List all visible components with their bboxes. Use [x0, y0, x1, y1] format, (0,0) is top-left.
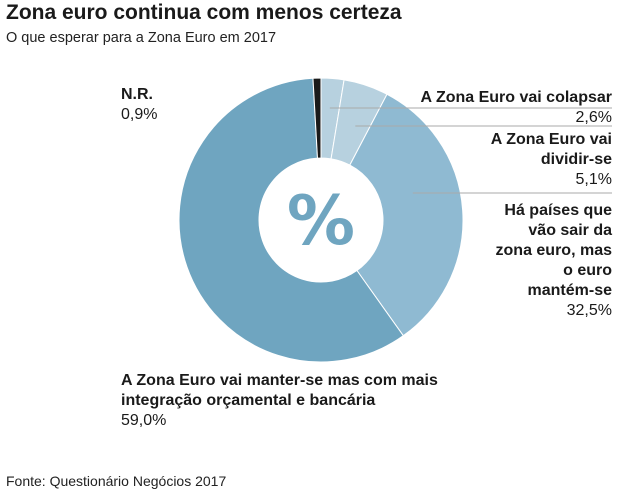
- chart-title: Zona euro continua com menos certeza: [6, 1, 402, 24]
- label-manter-name: A Zona Euro vai manter-se mas com mais i…: [121, 372, 438, 409]
- label-manter-value: 59,0%: [121, 412, 167, 429]
- label-dividir-name: A Zona Euro vai dividir-se: [490, 131, 612, 168]
- source-note: Fonte: Questionário Negócios 2017: [6, 473, 227, 489]
- chart-subtitle: O que esperar para a Zona Euro em 2017: [6, 30, 277, 46]
- label-dividir-value: 5,1%: [575, 171, 612, 188]
- label-manter: A Zona Euro vai manter-se mas com mais i…: [121, 371, 441, 431]
- slice-sair: [349, 93, 464, 337]
- label-colapsar-value: 2,6%: [575, 109, 612, 126]
- slice-nr: [312, 77, 322, 159]
- label-sair-value: 32,5%: [566, 302, 612, 319]
- label-nr: N.R. 0,9%: [121, 85, 157, 125]
- label-colapsar: A Zona Euro vai colapsar 2,6%: [352, 88, 612, 128]
- label-nr-name: N.R.: [121, 86, 153, 103]
- label-nr-value: 0,9%: [121, 106, 158, 123]
- label-dividir: A Zona Euro vai dividir-se 5,1%: [482, 130, 612, 190]
- label-sair: Há países que vão sair da zona euro, mas…: [494, 201, 612, 321]
- label-colapsar-name: A Zona Euro vai colapsar: [420, 89, 612, 106]
- label-sair-name: Há países que vão sair da zona euro, mas…: [495, 202, 612, 299]
- center-percent-symbol: %: [287, 182, 355, 261]
- slice-manter: [178, 77, 405, 363]
